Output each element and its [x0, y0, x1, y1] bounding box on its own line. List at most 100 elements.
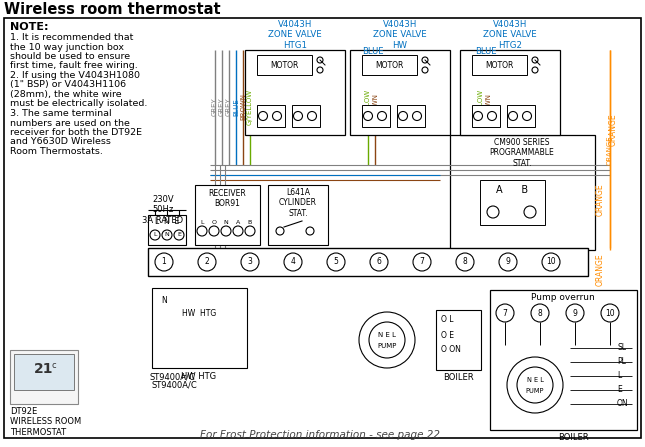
Text: O ON: O ON — [441, 346, 461, 354]
Text: 21: 21 — [34, 362, 54, 376]
Bar — [292, 105, 320, 127]
Text: and Y6630D Wireless: and Y6630D Wireless — [10, 138, 111, 147]
Text: MOTOR: MOTOR — [270, 60, 298, 69]
Bar — [148, 248, 588, 276]
Bar — [460, 50, 560, 135]
Text: MOTOR: MOTOR — [375, 60, 403, 69]
Circle shape — [364, 111, 373, 121]
Circle shape — [317, 57, 323, 63]
Text: V4043H
ZONE VALVE
HTG1: V4043H ZONE VALVE HTG1 — [268, 20, 322, 50]
Text: GREY: GREY — [212, 97, 218, 116]
Text: O: O — [212, 220, 217, 225]
Text: L: L — [154, 232, 157, 237]
Text: E: E — [617, 384, 622, 393]
Circle shape — [473, 111, 482, 121]
Text: BROWN: BROWN — [240, 93, 246, 121]
Text: first time, fault free wiring.: first time, fault free wiring. — [10, 62, 138, 71]
Bar — [436, 310, 481, 370]
Text: N E L: N E L — [378, 332, 396, 338]
Circle shape — [155, 253, 173, 271]
Circle shape — [370, 253, 388, 271]
Text: BOILER: BOILER — [558, 433, 588, 442]
Circle shape — [413, 111, 421, 121]
Text: 7: 7 — [502, 308, 508, 317]
Text: BLUE: BLUE — [233, 98, 239, 116]
Text: NOTE:: NOTE: — [10, 22, 48, 32]
Text: G/YELLOW: G/YELLOW — [478, 89, 484, 125]
Circle shape — [413, 253, 431, 271]
Circle shape — [209, 226, 219, 236]
Text: 2: 2 — [204, 257, 210, 266]
Text: GREY: GREY — [219, 97, 225, 116]
Text: Room Thermostats.: Room Thermostats. — [10, 147, 103, 156]
Bar — [148, 215, 186, 245]
Text: 9: 9 — [506, 257, 510, 266]
Circle shape — [198, 253, 216, 271]
Text: 3. The same terminal: 3. The same terminal — [10, 109, 112, 118]
Text: ORANGE: ORANGE — [595, 184, 604, 216]
Text: N E L: N E L — [526, 377, 544, 383]
Circle shape — [496, 304, 514, 322]
Text: N: N — [164, 232, 170, 237]
Text: the 10 way junction box: the 10 way junction box — [10, 42, 124, 51]
Circle shape — [359, 312, 415, 368]
Text: GREY: GREY — [226, 97, 232, 116]
Text: N: N — [161, 296, 167, 305]
Circle shape — [566, 304, 584, 322]
Circle shape — [488, 111, 497, 121]
Text: V4043H
ZONE VALVE
HTG2: V4043H ZONE VALVE HTG2 — [483, 20, 537, 50]
Text: receiver for both the DT92E: receiver for both the DT92E — [10, 128, 142, 137]
Circle shape — [522, 111, 531, 121]
Text: HW HTG: HW HTG — [181, 372, 217, 381]
Text: O E: O E — [441, 330, 454, 340]
Circle shape — [422, 67, 428, 73]
Text: BOILER: BOILER — [442, 373, 473, 382]
Bar — [507, 105, 535, 127]
Circle shape — [487, 206, 499, 218]
Text: c: c — [52, 360, 56, 370]
Text: 230V
50Hz
3A RATED: 230V 50Hz 3A RATED — [143, 195, 184, 225]
Text: PUMP: PUMP — [526, 388, 544, 394]
Text: 10: 10 — [605, 308, 615, 317]
Circle shape — [233, 226, 243, 236]
Bar — [472, 55, 527, 75]
Circle shape — [531, 304, 549, 322]
Circle shape — [507, 357, 563, 413]
Text: ST9400A/C: ST9400A/C — [152, 380, 198, 389]
Circle shape — [456, 253, 474, 271]
Bar — [10, 350, 78, 404]
Text: RECEIVER
BOR91: RECEIVER BOR91 — [208, 189, 246, 208]
Circle shape — [532, 67, 538, 73]
Bar — [472, 105, 500, 127]
Circle shape — [174, 230, 184, 240]
Circle shape — [272, 111, 281, 121]
Circle shape — [601, 304, 619, 322]
Text: SL: SL — [617, 342, 626, 351]
Text: 1: 1 — [162, 257, 166, 266]
Circle shape — [524, 206, 536, 218]
Text: numbers are used on the: numbers are used on the — [10, 118, 130, 127]
Circle shape — [245, 226, 255, 236]
Text: 5: 5 — [333, 257, 339, 266]
Bar — [397, 105, 425, 127]
Bar — [480, 180, 545, 225]
Text: Wireless room thermostat: Wireless room thermostat — [4, 2, 221, 17]
Text: ON: ON — [617, 398, 629, 408]
Text: ST9400A/C: ST9400A/C — [150, 372, 195, 381]
Text: 6: 6 — [377, 257, 381, 266]
Bar — [245, 50, 345, 135]
Text: L: L — [200, 220, 204, 225]
Text: A: A — [236, 220, 240, 225]
Text: 7: 7 — [419, 257, 424, 266]
Bar — [490, 290, 637, 430]
Text: 3: 3 — [248, 257, 252, 266]
Circle shape — [241, 253, 259, 271]
Bar — [257, 55, 312, 75]
Text: HW  HTG: HW HTG — [182, 308, 216, 317]
Circle shape — [369, 322, 405, 358]
Text: ORANGE: ORANGE — [607, 135, 613, 165]
Text: BROWN: BROWN — [485, 93, 491, 121]
Bar — [152, 288, 247, 368]
Circle shape — [317, 67, 323, 73]
Text: O L: O L — [441, 316, 453, 325]
